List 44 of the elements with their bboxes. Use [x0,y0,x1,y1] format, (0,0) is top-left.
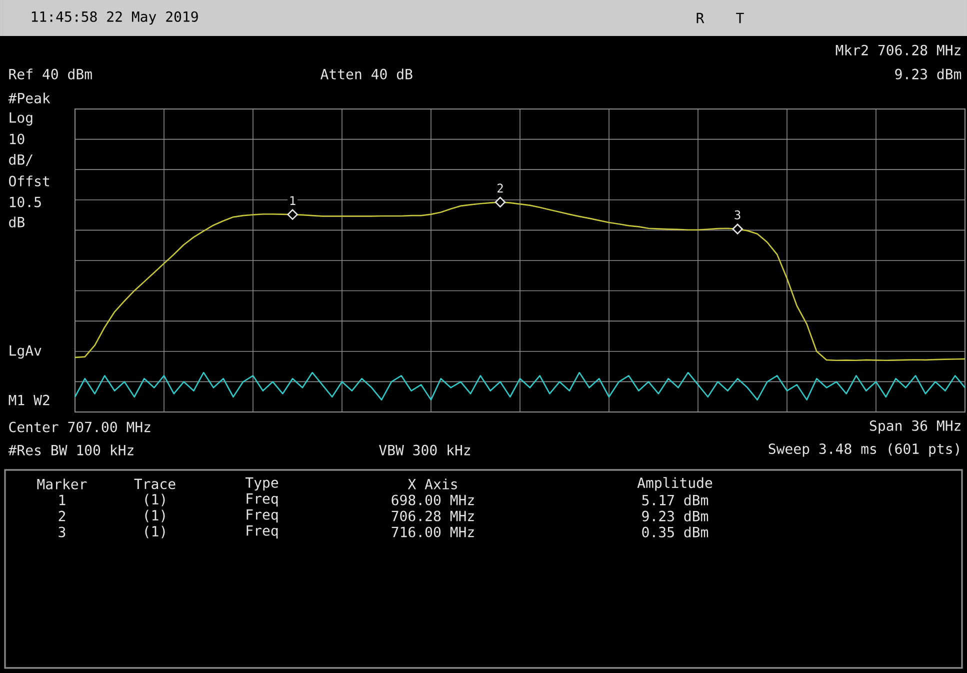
text: 5.17 dBm [642,494,708,506]
text: X Axis [408,478,457,490]
text: 3 [58,526,66,538]
text: dB [9,216,24,228]
text: (1) [145,526,165,538]
text: #Res BW 100 kHz [8,444,134,456]
text: Center 707.00 MHz [9,422,150,432]
text: Type [245,477,278,491]
text: Atten 40 dB [320,68,412,80]
annotation: 2 [498,184,503,193]
text: Freq [246,509,278,523]
text: (1) [145,494,165,506]
text: 706.28 MHz [392,510,474,522]
text: dB/ [9,154,32,166]
text: Ref 40 dBm [9,68,92,80]
text: Sweep 3.48 ms (601 pts) [768,443,959,457]
text: 698.00 MHz [392,494,474,506]
text: VBW 300 kHz [379,444,470,456]
text: M1 W2 [8,394,50,406]
text: Offst [9,176,50,186]
text: 10 [10,134,24,144]
text: 716.00 MHz [392,526,474,538]
text: 10.5 [10,196,41,208]
text: Amplitude [637,477,712,491]
text: T [736,12,744,24]
text: Mkr2 706.28 MHz [836,44,960,56]
text: Marker [37,478,87,490]
text: Log [10,112,32,126]
text: 11:45:58 22 May 2019 [32,11,198,25]
text: Freq [246,525,278,539]
text: Freq [246,493,278,507]
text: 0.35 dBm [642,526,708,538]
text: R [696,12,704,24]
text: Span 36 MHz [870,420,960,434]
text: 9.23 dBm [642,510,708,522]
text: 1 [59,494,66,506]
annotation: 3 [734,210,740,220]
text: 9.23 dBm [895,68,962,80]
annotation: 1 [290,196,296,205]
text: #Peak [8,92,50,104]
text: Trace [134,478,176,490]
text: (1) [145,510,165,522]
text: 2 [58,510,66,522]
text: LgAv [10,345,42,359]
